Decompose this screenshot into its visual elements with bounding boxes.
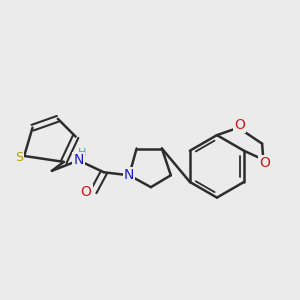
Text: S: S (15, 151, 23, 164)
Text: O: O (81, 184, 92, 199)
Text: N: N (124, 168, 134, 182)
Text: O: O (234, 118, 245, 132)
Text: O: O (259, 156, 270, 170)
Text: H: H (78, 148, 87, 158)
Text: N: N (74, 153, 84, 167)
